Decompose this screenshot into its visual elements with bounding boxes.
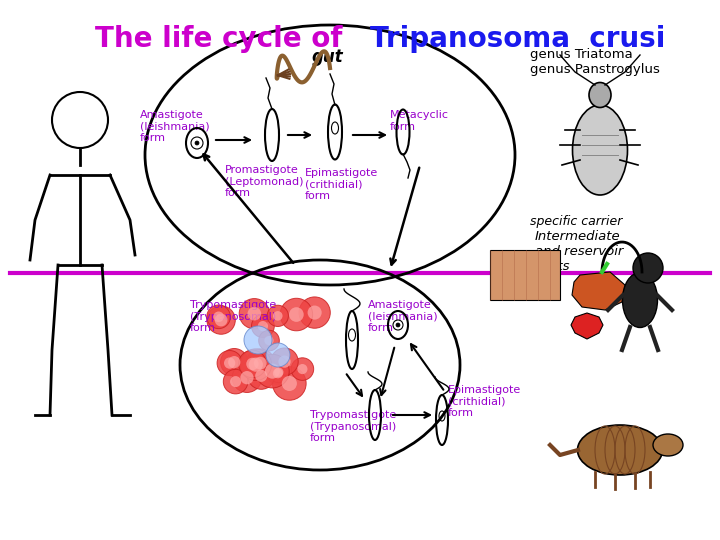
Text: Tripanosoma  crusi: Tripanosoma crusi [370, 25, 665, 53]
Circle shape [238, 350, 266, 377]
Circle shape [273, 367, 306, 400]
Circle shape [396, 323, 400, 327]
Circle shape [195, 141, 199, 145]
Text: Promastigote
(Leptomonad)
form: Promastigote (Leptomonad) form [225, 165, 304, 198]
Ellipse shape [577, 425, 662, 475]
Circle shape [248, 357, 263, 372]
Circle shape [240, 349, 271, 381]
Circle shape [246, 357, 258, 370]
Circle shape [289, 307, 304, 322]
Circle shape [239, 299, 269, 329]
Circle shape [307, 306, 322, 320]
Circle shape [240, 371, 253, 384]
Circle shape [269, 362, 289, 383]
Circle shape [215, 314, 228, 327]
Text: The life cycle of: The life cycle of [95, 25, 361, 53]
Circle shape [223, 369, 248, 394]
Bar [490, 250, 560, 300]
Circle shape [244, 326, 272, 354]
Circle shape [264, 336, 274, 345]
Circle shape [246, 349, 274, 377]
Circle shape [273, 311, 282, 321]
Ellipse shape [589, 83, 611, 107]
Circle shape [220, 348, 248, 376]
Circle shape [265, 363, 280, 379]
Polygon shape [571, 313, 603, 339]
Text: gut: gut [312, 48, 344, 66]
Circle shape [258, 321, 268, 331]
Text: Amastigote
(leishmania)
form: Amastigote (leishmania) form [140, 110, 210, 143]
Circle shape [207, 305, 230, 329]
Circle shape [213, 312, 224, 322]
Circle shape [228, 356, 240, 368]
Circle shape [258, 330, 279, 351]
Circle shape [267, 305, 289, 327]
Text: Intermediate
and reservoir
hosts: Intermediate and reservoir hosts [535, 230, 624, 273]
Ellipse shape [653, 434, 683, 456]
Circle shape [271, 348, 298, 375]
Circle shape [633, 253, 663, 283]
Circle shape [251, 315, 274, 338]
Polygon shape [572, 272, 625, 310]
Text: Metacyclic
form: Metacyclic form [390, 110, 449, 132]
Ellipse shape [572, 105, 628, 195]
Circle shape [217, 350, 242, 376]
Circle shape [254, 357, 267, 369]
Circle shape [207, 306, 235, 334]
Circle shape [248, 307, 261, 321]
Circle shape [256, 354, 289, 388]
Circle shape [266, 343, 290, 367]
Circle shape [224, 357, 235, 369]
Text: Epimastigote
(crithidial)
form: Epimastigote (crithidial) form [305, 168, 378, 201]
Circle shape [255, 370, 267, 382]
Circle shape [291, 358, 314, 380]
Circle shape [267, 362, 289, 384]
Circle shape [279, 355, 291, 368]
Circle shape [230, 376, 241, 387]
Text: Trypomastigote
(Trypanosomal)
form: Trypomastigote (Trypanosomal) form [310, 410, 396, 443]
Ellipse shape [623, 273, 657, 327]
Text: specific carrier: specific carrier [530, 215, 622, 228]
Circle shape [232, 363, 262, 393]
Circle shape [299, 297, 330, 328]
Circle shape [248, 362, 275, 389]
Circle shape [280, 298, 312, 331]
Text: genus Triatoma
genus Panstrogylus: genus Triatoma genus Panstrogylus [530, 48, 660, 76]
Circle shape [282, 376, 297, 391]
Circle shape [297, 364, 307, 374]
Circle shape [273, 368, 283, 379]
Circle shape [274, 368, 284, 377]
Text: Epimastigote
(crithidial)
form: Epimastigote (crithidial) form [448, 385, 521, 418]
Text: Amastigote
(leishmania)
form: Amastigote (leishmania) form [368, 300, 438, 333]
Text: Trypomastigote
(Trypanosomal)
form: Trypomastigote (Trypanosomal) form [190, 300, 276, 333]
